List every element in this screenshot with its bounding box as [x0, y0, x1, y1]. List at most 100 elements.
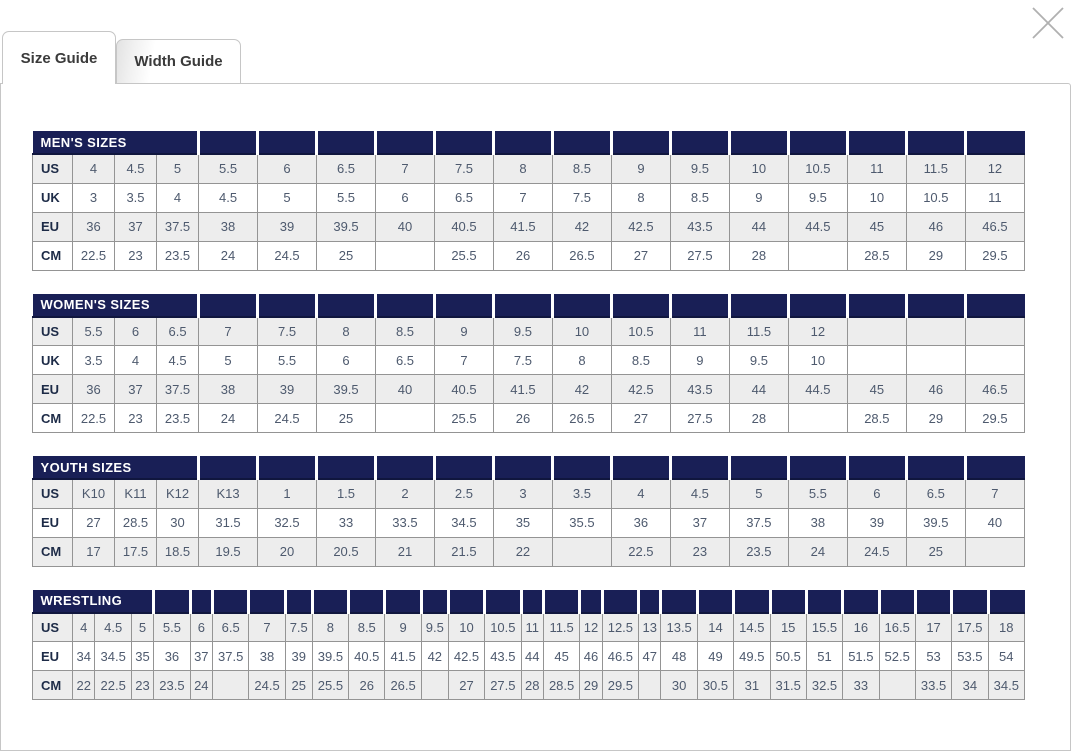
size-cell: 11.5 [905, 153, 966, 184]
table-row: US 4 4.5 5 5.5 6 6.5 7 7.5 8 8.5 9 9.5 10 10.5 11 11.5 12 [32, 153, 1026, 184]
size-cell: 24 [198, 403, 259, 433]
size-cell: 34 [951, 670, 989, 700]
size-cell: 8 [311, 612, 350, 642]
row-label: CM [31, 670, 74, 700]
table-row: US 5.5 6 6.5 7 7.5 8 8.5 9 9.5 10 10.5 11 11.5 12 [32, 316, 1026, 346]
size-cell: 9 [610, 153, 671, 184]
size-cell: 12.5 [601, 612, 640, 642]
size-cell: 30 [155, 507, 200, 538]
size-cell: 21 [374, 536, 435, 567]
size-cell: 12 [964, 153, 1026, 184]
size-cell: 44 [728, 211, 789, 242]
table-title: WRESTLING [32, 589, 154, 614]
size-cell: 1 [257, 478, 317, 509]
size-cell: 7 [198, 316, 259, 346]
header-cell [845, 131, 907, 155]
size-cell: 45 [542, 641, 581, 671]
size-cell: 51.5 [842, 641, 880, 671]
size-cell: 33.5 [374, 507, 435, 538]
size-cell: 28 [728, 240, 789, 271]
size-cell: 23.5 [153, 670, 191, 700]
size-cell: 46 [579, 641, 603, 671]
size-cell: 22.5 [610, 536, 671, 567]
size-cell: 8 [610, 182, 671, 213]
row-label: EU [32, 374, 73, 404]
size-cell: 11 [846, 153, 907, 184]
size-cell: 22.5 [94, 670, 132, 700]
size-cell: 46.5 [964, 374, 1026, 404]
size-cell: 39.5 [311, 641, 350, 671]
size-cell: 33 [315, 507, 376, 538]
tab-width-guide[interactable]: Width Guide [116, 39, 241, 84]
size-cell: 14.5 [733, 612, 771, 642]
size-cell [905, 345, 966, 375]
size-cell: 11 [964, 182, 1026, 213]
size-cell: 42 [551, 374, 612, 404]
size-cell: 5 [198, 345, 259, 375]
size-cell: 39.5 [316, 211, 376, 242]
size-cell: 44 [728, 374, 789, 404]
size-cell: 34.5 [987, 670, 1026, 700]
close-button[interactable] [1025, 0, 1071, 46]
size-cell: 45 [846, 211, 907, 242]
table-title: MEN'S SIZES [32, 131, 199, 155]
size-cell: 4 [610, 478, 671, 509]
size-table: YOUTH SIZES US K10 K11 K12 K13 1 1.5 2 2.5 3 3.5 4 4.… [32, 456, 1026, 567]
header-cell [841, 589, 880, 614]
header-cell [383, 589, 422, 614]
header-cell [845, 293, 907, 318]
header-cell [432, 456, 494, 480]
size-cell: 29.5 [964, 403, 1026, 433]
size-cell: 42.5 [610, 211, 671, 242]
row-label: CM [32, 240, 73, 271]
size-cell: 38 [248, 641, 286, 671]
table-title: WOMEN'S SIZES [32, 293, 199, 318]
size-cell: 43.5 [669, 211, 730, 242]
size-cell: 9 [728, 182, 789, 213]
size-cell: 46.5 [964, 211, 1026, 242]
table-header-row: WRESTLING [32, 589, 1025, 614]
size-cell: 38 [198, 211, 259, 242]
size-cell: 16 [842, 612, 880, 642]
header-cell [963, 293, 1025, 318]
size-cell: 29 [905, 403, 966, 433]
size-cell: 6 [375, 182, 435, 213]
header-cell [374, 293, 435, 318]
size-cell: 23.5 [728, 536, 789, 567]
header-cell [550, 456, 612, 480]
size-cell: 3.5 [114, 182, 157, 213]
size-cell: 6 [316, 345, 376, 375]
size-cell: 10.5 [787, 153, 848, 184]
header-cell [315, 131, 376, 155]
size-cell: 3 [72, 182, 115, 213]
row-label: CM [32, 403, 73, 433]
tab-width-guide-label: Width Guide [134, 53, 223, 70]
size-cell [787, 403, 848, 433]
size-cell: 17.5 [114, 536, 157, 567]
size-cell: 29.5 [964, 240, 1026, 271]
tab-size-guide[interactable]: Size Guide [2, 31, 116, 84]
size-cell: 33.5 [914, 670, 953, 700]
size-cell: 29 [579, 670, 603, 700]
size-cell: 31.5 [769, 670, 807, 700]
header-cell [786, 293, 848, 318]
size-cell: 5.5 [787, 478, 848, 509]
size-cell: 28.5 [846, 240, 907, 271]
header-cell [668, 456, 730, 480]
header-cell [986, 589, 1025, 614]
header-cell [197, 131, 258, 155]
size-cell: 34 [72, 641, 96, 671]
header-cell [491, 293, 553, 318]
size-cell: 27 [610, 403, 671, 433]
size-cell: 40 [375, 374, 435, 404]
size-cell: 23.5 [155, 240, 200, 271]
size-cell: 41.5 [492, 374, 553, 404]
size-cell: 44.5 [787, 211, 848, 242]
size-cell: 22.5 [72, 240, 115, 271]
table-row: CM 22 22.5 23 23.5 24 24.5 25 25.5 26 26.5 27 27.5 28… [31, 670, 1026, 700]
size-cell: 27.5 [669, 403, 730, 433]
size-cell: 47 [638, 641, 662, 671]
size-cell: 23 [114, 403, 157, 433]
size-cell: 14 [696, 612, 735, 642]
size-cell: 23.5 [155, 403, 200, 433]
